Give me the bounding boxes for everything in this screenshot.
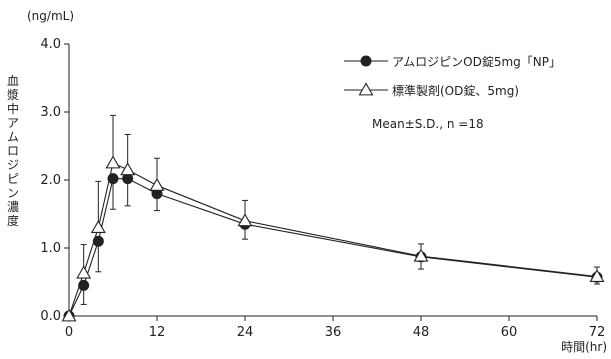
- y-tick-label-1: 1.0: [40, 241, 61, 256]
- x-axis-label: 時間(hr): [561, 340, 607, 354]
- x-tick-label-3: 36: [325, 325, 342, 340]
- series-line-2: [68, 162, 598, 317]
- series-line-1: [68, 178, 598, 317]
- x-tick-label-4: 48: [413, 325, 430, 340]
- x-tick-label-1: 12: [149, 325, 166, 340]
- y-tick-label-4: 4.0: [40, 37, 61, 52]
- x-tick-label-2: 24: [237, 325, 254, 340]
- point-s2-8: [589, 268, 605, 282]
- point-s2-4: [120, 162, 136, 176]
- y-tick-label-3: 3.0: [40, 105, 61, 120]
- point-s2-2: [90, 219, 106, 234]
- legend-marker-2: [358, 82, 374, 96]
- x-tick-label-6: 72: [589, 325, 606, 340]
- point-s2-1: [76, 265, 92, 279]
- point-s2-6: [237, 213, 253, 227]
- point-s2-7: [413, 248, 429, 262]
- y-axis-label: 血漿中アムロジピン濃度: [6, 74, 19, 228]
- legend-label-series-2: 標準製剤(OD錠、5mg): [392, 84, 519, 98]
- point-s1-2: [92, 235, 104, 247]
- legend-marker-1: [360, 55, 372, 67]
- point-s1-3: [107, 173, 119, 185]
- x-tick-label-5: 60: [501, 325, 518, 340]
- y-tick-label-0: 0.0: [40, 309, 61, 324]
- point-s2-3: [105, 155, 121, 169]
- point-s1-1: [78, 279, 90, 291]
- point-s2-0: [61, 308, 77, 322]
- x-tick-label-0: 0: [65, 325, 73, 340]
- legend-label-series-1: アムロジピンOD錠5mg「NP」: [392, 55, 562, 69]
- y-tick-label-2: 2.0: [40, 173, 61, 188]
- y-axis-unit: (ng/mL): [27, 9, 75, 23]
- chart-annotation: Mean±S.D., n =18: [372, 117, 484, 131]
- point-s2-5: [149, 177, 165, 191]
